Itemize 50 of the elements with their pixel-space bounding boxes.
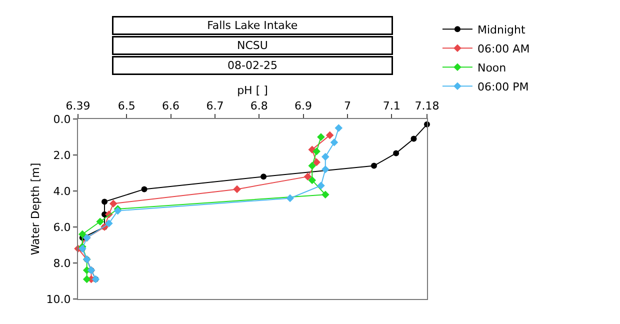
point: [233, 185, 241, 194]
point: [308, 176, 316, 184]
point: [312, 158, 320, 166]
chart-title: Falls Lake Intake: [207, 19, 298, 32]
point: [370, 162, 377, 169]
legend-label: 06:00 AM: [477, 42, 530, 56]
point: [82, 275, 91, 284]
y-axis-title: Water Depth [m]: [28, 162, 42, 256]
point: [96, 218, 104, 226]
x-tick-label: 6.7: [206, 100, 224, 113]
point: [410, 136, 417, 142]
x-axis-title: pH [ ]: [237, 84, 268, 98]
x-tick-label: 6.5: [118, 100, 136, 113]
point: [109, 200, 118, 208]
point: [304, 172, 312, 180]
point: [321, 166, 330, 174]
point: [102, 198, 108, 205]
point: [308, 162, 316, 170]
x-tick-label: 6.9: [294, 100, 312, 113]
text: 08-02-25: [228, 59, 278, 72]
x-tick-label: 6.6: [162, 100, 180, 113]
point: [260, 174, 267, 180]
point: [321, 190, 330, 198]
legend-label: 06:00 PM: [477, 80, 529, 94]
y-tick-label: 8.0: [53, 256, 71, 270]
point: [105, 220, 113, 228]
point: [317, 182, 325, 190]
point: [312, 148, 320, 156]
x-tick-label: 6.39: [66, 100, 90, 113]
point: [141, 186, 148, 192]
point: [326, 131, 334, 140]
y-tick-label: 10.0: [46, 292, 71, 306]
x-tick-label: 7.1: [382, 100, 400, 113]
point: [330, 138, 338, 146]
legend-label: Noon: [477, 61, 506, 74]
point: [393, 150, 400, 156]
x-tick-label: 7: [344, 100, 351, 113]
y-tick-label: 2.0: [53, 148, 71, 162]
y-tick-label: 0.0: [53, 112, 71, 126]
x-tick-label: 6.8: [250, 100, 268, 113]
x-tick-label: 7.18: [414, 100, 440, 113]
legend-label: Midnight: [477, 23, 526, 36]
point: [321, 152, 330, 161]
chart-subtitle: NCSU: [237, 39, 268, 52]
y-tick-label: 4.0: [53, 184, 71, 198]
point: [78, 230, 86, 238]
point: [317, 133, 325, 141]
point: [286, 194, 294, 202]
y-tick-label: 6.0: [53, 220, 71, 234]
point: [334, 124, 343, 132]
